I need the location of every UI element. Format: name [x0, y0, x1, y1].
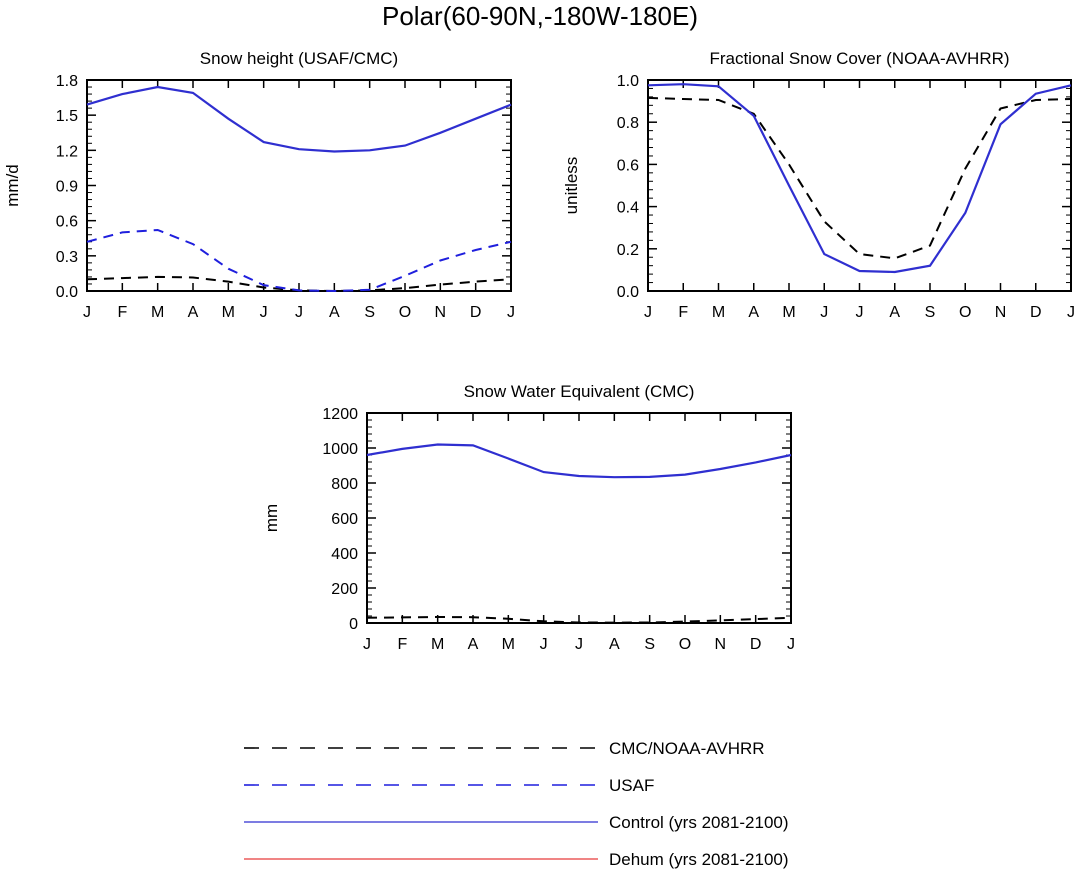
x-tick-label: F: [117, 304, 127, 321]
y-tick-label: 0.8: [617, 115, 639, 132]
x-tick-label: M: [431, 636, 444, 653]
x-tick-label: J: [540, 636, 548, 653]
series-line-cmc-noaa-avhrr: [647, 96, 1072, 260]
x-tick-label: M: [712, 304, 725, 321]
x-tick-label: A: [188, 304, 199, 321]
x-tick-label: J: [507, 304, 515, 321]
series-line-control-yrs-2081-2100: [366, 443, 792, 479]
y-tick-label: 800: [331, 476, 358, 493]
x-tick-label: N: [995, 304, 1007, 321]
y-tick-label: 1.0: [617, 73, 639, 90]
plot-frame: [647, 79, 1072, 292]
y-tick-label: 0.6: [617, 157, 639, 174]
legend-item-cmc-noaa-avhrr: CMC/NOAA-AVHRR: [244, 739, 765, 758]
x-tick-label: J: [787, 636, 795, 653]
y-tick-label: 0.6: [56, 214, 78, 231]
x-tick-label: F: [397, 636, 407, 653]
x-tick-label: A: [329, 304, 340, 321]
x-tick-label: N: [435, 304, 447, 321]
x-tick-label: A: [609, 636, 620, 653]
chart-panel-1: J F M A M J J A S O N D J 0.0 0.3 0.6 0.9 1.2 1.5 1.8 Snow h…: [3, 49, 515, 321]
x-tick-label: D: [470, 304, 482, 321]
x-tick-label: J: [575, 636, 583, 653]
x-tick-label: D: [1030, 304, 1042, 321]
x-tick-label: J: [83, 304, 91, 321]
x-tick-label: J: [644, 304, 652, 321]
y-tick-label: 0.0: [56, 284, 78, 301]
x-tick-label: J: [260, 304, 268, 321]
x-tick-label: N: [715, 636, 727, 653]
series-line-usaf: [86, 228, 512, 293]
y-tick-label: 0.3: [56, 249, 78, 266]
y-tick-label: 1000: [322, 441, 358, 458]
panels: J F M A M J J A S O N D J 0.0 0.3 0.6 0.9 1.2 1.5 1.8 Snow h…: [3, 49, 1075, 653]
x-tick-label: M: [222, 304, 235, 321]
y-tick-label: 0: [349, 616, 358, 633]
y-tick-label: 1.2: [56, 143, 78, 160]
legend-label: USAF: [609, 776, 654, 795]
x-tick-label: A: [748, 304, 759, 321]
x-tick-label: F: [678, 304, 688, 321]
y-tick-label: 0.4: [617, 200, 639, 217]
y-axis-label: mm/d: [3, 164, 22, 207]
x-tick-label: D: [750, 636, 762, 653]
y-tick-label: 0.0: [617, 284, 639, 301]
x-tick-label: S: [364, 304, 375, 321]
figure-title: Polar(60-90N,-180W-180E): [382, 1, 698, 31]
y-tick-label: 600: [331, 511, 358, 528]
x-tick-label: A: [889, 304, 900, 321]
chart-title: Fractional Snow Cover (NOAA-AVHRR): [709, 49, 1009, 68]
y-tick-label: 1.5: [56, 108, 78, 125]
y-tick-label: 0.2: [617, 242, 639, 259]
x-tick-label: J: [1067, 304, 1075, 321]
y-axis-label: unitless: [562, 157, 581, 215]
chart-title: Snow Water Equivalent (CMC): [464, 382, 695, 401]
x-tick-label: S: [644, 636, 655, 653]
y-tick-label: 200: [331, 581, 358, 598]
series-line-cmc-noaa-avhrr: [366, 615, 792, 624]
y-tick-label: 400: [331, 546, 358, 563]
y-axis-label: mm: [262, 504, 281, 532]
series-line-control-yrs-2081-2100: [647, 83, 1072, 274]
y-tick-label: 1.8: [56, 73, 78, 90]
legend-item-usaf: USAF: [244, 776, 654, 795]
series-line-control-yrs-2081-2100: [86, 85, 512, 153]
legend-item-dehum-yrs-2081-2100: Dehum (yrs 2081-2100): [244, 850, 789, 869]
x-tick-label: O: [399, 304, 411, 321]
y-tick-label: 1200: [322, 406, 358, 423]
legend-label: CMC/NOAA-AVHRR: [609, 739, 765, 758]
legend: CMC/NOAA-AVHRR USAF Control (yrs 2081-2100…: [244, 739, 789, 869]
x-tick-label: M: [782, 304, 795, 321]
y-tick-label: 0.9: [56, 179, 78, 196]
x-tick-label: O: [679, 636, 691, 653]
x-tick-label: J: [295, 304, 303, 321]
chart-title: Snow height (USAF/CMC): [200, 49, 398, 68]
chart-panel-2: J F M A M J J A S O N D J 0.0 0.2 0.4 0.6 0.8 1.0 Fractiona…: [562, 49, 1075, 321]
x-tick-label: J: [363, 636, 371, 653]
legend-item-control-yrs-2081-2100: Control (yrs 2081-2100): [244, 813, 789, 832]
x-tick-label: M: [151, 304, 164, 321]
x-tick-label: J: [820, 304, 828, 321]
x-tick-label: J: [856, 304, 864, 321]
x-tick-label: O: [959, 304, 971, 321]
x-tick-label: S: [925, 304, 936, 321]
x-tick-label: A: [468, 636, 479, 653]
x-tick-label: M: [502, 636, 515, 653]
legend-label: Dehum (yrs 2081-2100): [609, 850, 789, 869]
legend-label: Control (yrs 2081-2100): [609, 813, 789, 832]
